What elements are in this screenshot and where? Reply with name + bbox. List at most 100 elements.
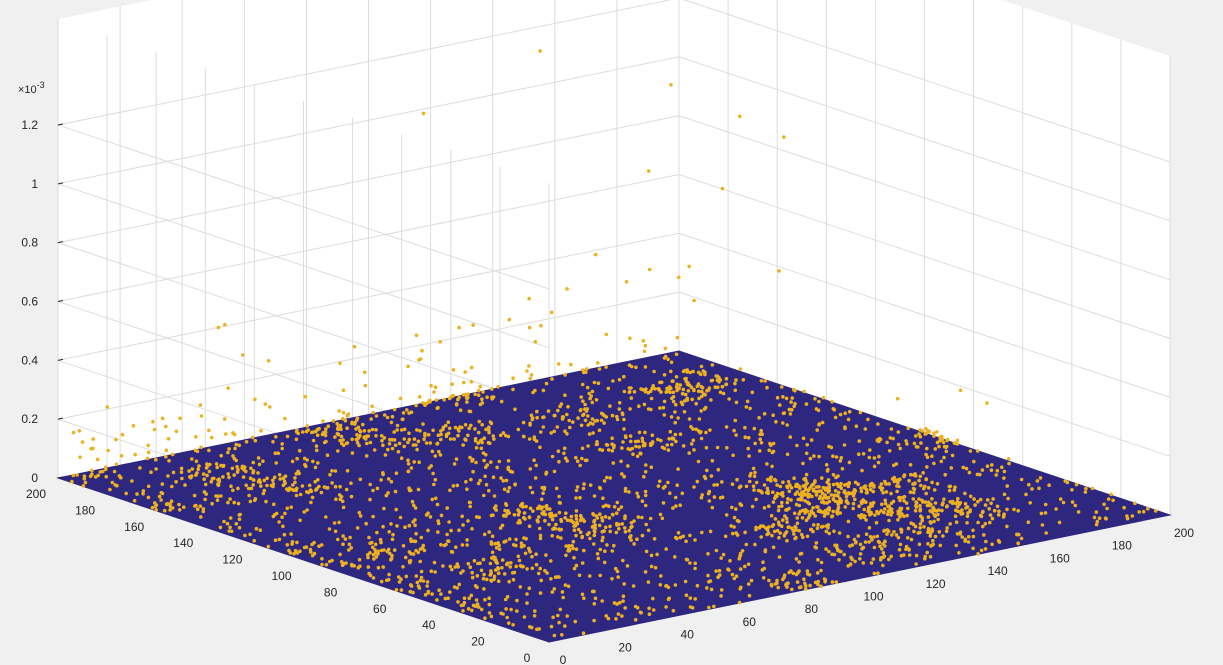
data-point <box>912 529 916 534</box>
data-point <box>380 438 384 443</box>
data-point <box>390 537 395 542</box>
data-point <box>446 431 451 436</box>
data-point <box>938 435 942 439</box>
data-point <box>502 487 507 492</box>
data-point <box>817 422 822 426</box>
data-point <box>334 497 338 502</box>
data-point <box>421 579 426 583</box>
data-point <box>615 500 620 505</box>
data-point <box>673 432 678 437</box>
data-point <box>685 382 690 387</box>
data-point <box>372 557 376 561</box>
data-point <box>860 468 864 473</box>
data-point <box>403 555 408 560</box>
data-point <box>809 438 814 442</box>
data-point <box>967 470 972 475</box>
data-point <box>724 376 729 381</box>
data-point <box>617 401 622 405</box>
data-point <box>532 614 537 618</box>
data-point <box>544 553 548 557</box>
data-point <box>613 566 618 571</box>
data-point <box>858 516 863 520</box>
data-point <box>730 531 735 536</box>
data-point <box>669 83 673 87</box>
data-point <box>610 549 615 553</box>
data-point <box>895 484 899 488</box>
data-point <box>743 530 747 535</box>
data-point <box>506 509 510 513</box>
data-point <box>550 377 554 381</box>
data-point <box>135 492 139 496</box>
data-point <box>952 488 957 492</box>
data-point <box>702 474 707 479</box>
data-point <box>634 444 638 449</box>
data-point <box>839 500 843 505</box>
data-point <box>178 416 182 421</box>
data-point <box>932 488 937 492</box>
data-point <box>698 430 702 435</box>
data-point <box>485 577 489 582</box>
data-point <box>829 493 834 497</box>
data-point <box>607 516 612 520</box>
data-point <box>416 439 421 444</box>
data-point <box>580 456 584 461</box>
data-point <box>848 563 853 567</box>
data-point <box>481 576 486 581</box>
data-point <box>604 614 608 618</box>
data-point <box>580 561 585 565</box>
data-point <box>859 489 864 494</box>
data-point <box>777 555 782 559</box>
data-point <box>919 483 923 488</box>
data-point <box>399 456 404 461</box>
data-point <box>642 441 647 446</box>
data-point <box>323 430 328 435</box>
data-point <box>349 481 353 486</box>
data-point <box>420 546 425 550</box>
data-point <box>491 475 496 480</box>
data-point <box>908 490 913 495</box>
data-point <box>527 546 531 551</box>
data-point <box>930 480 934 485</box>
data-point <box>392 430 397 434</box>
data-point <box>1035 479 1040 483</box>
data-point <box>964 466 969 471</box>
data-point <box>690 397 694 402</box>
data-point <box>345 414 350 418</box>
data-point <box>167 459 171 463</box>
data-point <box>789 498 793 502</box>
data-point <box>705 468 709 473</box>
data-point <box>302 510 307 514</box>
data-point <box>605 443 610 447</box>
data-point <box>668 491 672 496</box>
data-point <box>386 447 390 452</box>
data-point <box>799 532 804 537</box>
data-point <box>577 573 582 578</box>
data-point <box>623 530 628 534</box>
data-point <box>753 470 757 475</box>
data-point <box>469 423 473 428</box>
data-point <box>931 506 936 511</box>
data-point <box>795 443 799 448</box>
data-point <box>274 435 278 439</box>
data-point <box>781 518 785 522</box>
data-point <box>640 533 645 538</box>
data-point <box>465 400 469 404</box>
x-tick-label: 40 <box>681 628 695 642</box>
data-point <box>366 555 370 560</box>
data-point <box>426 433 431 437</box>
data-point <box>1070 500 1075 504</box>
data-point <box>650 433 655 438</box>
data-point <box>563 516 567 520</box>
data-point <box>662 399 667 404</box>
data-point <box>789 485 794 490</box>
data-point <box>467 596 472 601</box>
data-point <box>448 590 452 594</box>
data-point <box>507 486 512 490</box>
data-point <box>562 451 566 456</box>
data-point <box>545 571 549 575</box>
data-point <box>843 425 847 430</box>
data-point <box>482 458 486 463</box>
data-point <box>989 501 993 506</box>
data-point <box>811 529 815 534</box>
data-point <box>305 508 309 512</box>
